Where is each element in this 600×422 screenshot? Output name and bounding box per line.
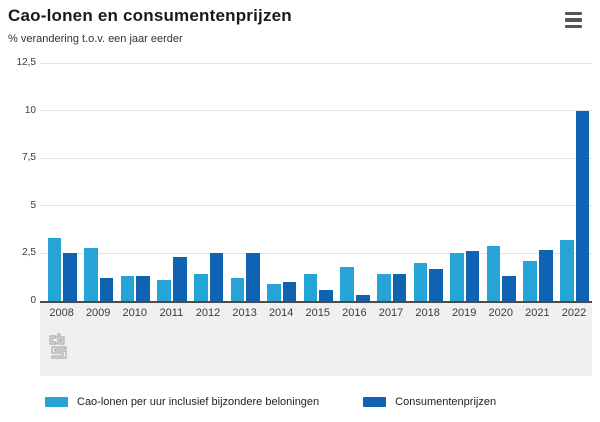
page-title: Cao-lonen en consumentenprijzen xyxy=(8,6,292,25)
y-axis-tick-0: 0 xyxy=(30,295,36,306)
bar-caolonen-2014[interactable] xyxy=(267,283,281,301)
hamburger-menu-icon[interactable] xyxy=(565,11,583,29)
bar-caolonen-2017[interactable] xyxy=(376,274,391,301)
x-axis-label-2011: 2011 xyxy=(159,307,184,319)
bar-consumentenprijzen-2013[interactable] xyxy=(246,253,260,301)
legend-label-caolonen: Cao-lonen per uur inclusief bijzondere b… xyxy=(77,396,320,408)
bar-consumentenprijzen-2008[interactable] xyxy=(63,253,77,301)
bar-caolonen-2010[interactable] xyxy=(120,276,135,301)
gridline xyxy=(40,62,592,64)
bar-consumentenprijzen-2011[interactable] xyxy=(172,257,187,301)
y-axis-tick-2,5: 2,5 xyxy=(22,247,36,259)
cbs-logo xyxy=(49,333,67,359)
bar-consumentenprijzen-2021[interactable] xyxy=(538,249,553,301)
legend-swatch-consumentenprijzen xyxy=(363,397,387,407)
bar-consumentenprijzen-2017[interactable] xyxy=(392,274,407,301)
x-axis-label-2012: 2012 xyxy=(195,307,221,319)
bar-caolonen-2022[interactable] xyxy=(559,240,574,301)
x-axis-label-2008: 2008 xyxy=(49,307,74,319)
bar-caolonen-2019[interactable] xyxy=(450,253,464,301)
x-axis-label-2018: 2018 xyxy=(415,307,440,319)
bar-consumentenprijzen-2018[interactable] xyxy=(429,268,443,301)
bar-consumentenprijzen-2014[interactable] xyxy=(282,281,297,301)
x-axis-band xyxy=(40,303,592,376)
menu-bar xyxy=(565,12,582,16)
bar-caolonen-2015[interactable] xyxy=(303,274,318,301)
x-axis-label-2014: 2014 xyxy=(268,307,294,319)
bar-caolonen-2018[interactable] xyxy=(413,262,428,301)
chart-legend: Cao-lonen per uur inclusief bijzondere b… xyxy=(45,396,496,408)
bar-consumentenprijzen-2009[interactable] xyxy=(99,278,114,301)
x-axis-label-2009: 2009 xyxy=(85,307,111,319)
x-axis-label-2020: 2020 xyxy=(488,307,514,319)
x-axis-label-2022: 2022 xyxy=(561,307,587,319)
bar-consumentenprijzen-2022[interactable] xyxy=(575,110,590,301)
menu-bar xyxy=(565,18,582,22)
gridline xyxy=(40,110,592,112)
legend-label-consumentenprijzen: Consumentenprijzen xyxy=(395,396,497,408)
x-axis-label-2013: 2013 xyxy=(232,307,257,319)
chart-subtitle: % verandering t.o.v. een jaar eerder xyxy=(8,33,183,45)
zero-baseline xyxy=(40,300,592,303)
bar-consumentenprijzen-2012[interactable] xyxy=(209,253,224,301)
x-axis-label-2016: 2016 xyxy=(342,307,367,319)
menu-bar xyxy=(565,24,582,28)
bar-consumentenprijzen-2020[interactable] xyxy=(502,276,517,301)
x-axis-label-2021: 2021 xyxy=(525,307,550,319)
bar-caolonen-2020[interactable] xyxy=(486,245,501,301)
bar-caolonen-2009[interactable] xyxy=(84,247,98,301)
y-axis-tick-7,5: 7,5 xyxy=(22,152,36,164)
bar-caolonen-2016[interactable] xyxy=(340,266,355,301)
gridline xyxy=(40,205,592,207)
bar-consumentenprijzen-2010[interactable] xyxy=(136,276,151,301)
bar-consumentenprijzen-2019[interactable] xyxy=(465,251,480,301)
bar-caolonen-2012[interactable] xyxy=(193,274,208,301)
gridline xyxy=(40,157,592,159)
bar-caolonen-2011[interactable] xyxy=(157,280,172,301)
y-axis-tick-5: 5 xyxy=(30,199,36,211)
bar-consumentenprijzen-2015[interactable] xyxy=(319,289,334,301)
bar-caolonen-2013[interactable] xyxy=(230,278,245,301)
bar-consumentenprijzen-2016[interactable] xyxy=(355,295,370,301)
x-axis-label-2019: 2019 xyxy=(451,307,477,319)
y-axis-tick-10: 10 xyxy=(24,104,36,116)
bar-caolonen-2021[interactable] xyxy=(523,261,538,301)
legend-swatch-caolonen xyxy=(45,397,68,407)
bar-caolonen-2008[interactable] xyxy=(47,238,62,301)
x-axis-label-2017: 2017 xyxy=(378,307,404,319)
y-axis-tick-12,5: 12,5 xyxy=(16,57,36,68)
x-axis-label-2015: 2015 xyxy=(305,307,331,319)
legend-item-caolonen[interactable]: Cao-lonen per uur inclusief bijzondere b… xyxy=(45,396,319,408)
x-axis-label-2010: 2010 xyxy=(122,307,148,319)
legend-item-consumentenprijzen[interactable]: Consumentenprijzen xyxy=(363,396,496,408)
plot-area: 0 2,5 5 7,5 10 12,5 2008 2009 2010 2011 2012 2013 20… xyxy=(17,55,592,376)
gridline xyxy=(40,252,592,254)
